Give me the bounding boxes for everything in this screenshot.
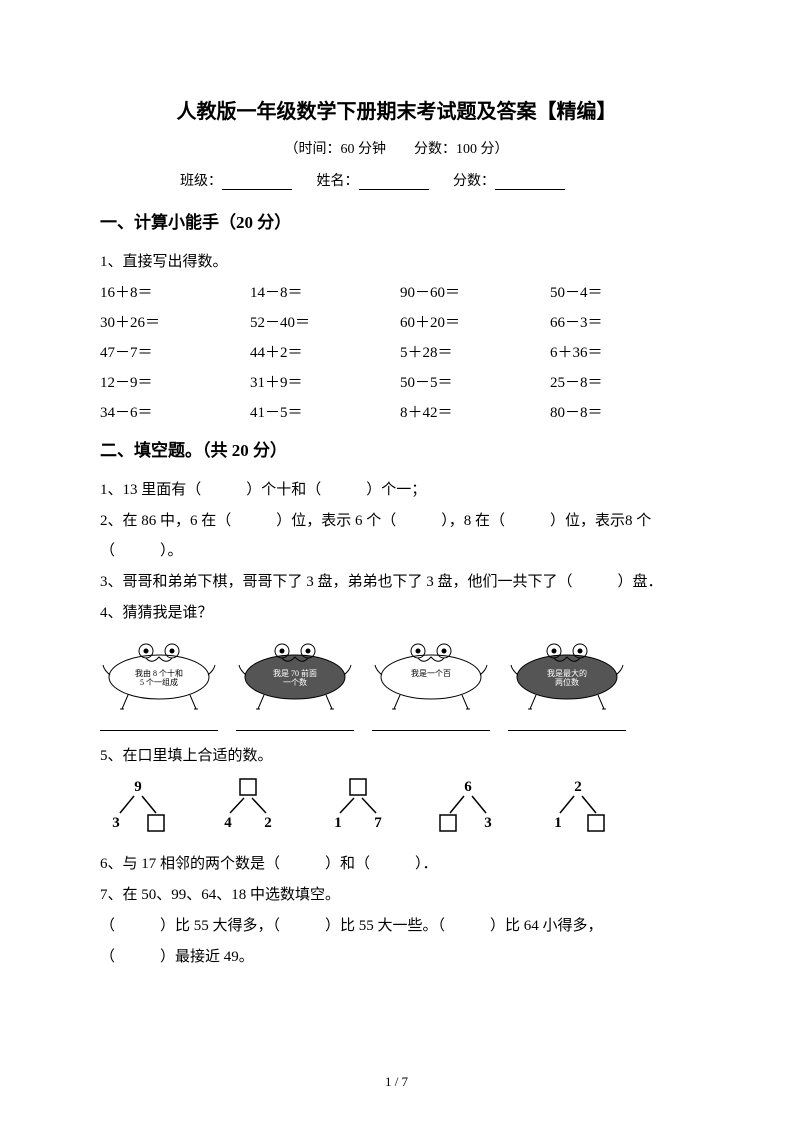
creature-blank-2[interactable] [236,717,354,731]
calc-cell: 16＋8＝ [100,278,250,308]
calc-cell: 90－60＝ [400,278,550,308]
svg-text:1: 1 [334,815,342,831]
calc-cell: 66－3＝ [550,308,680,338]
class-blank[interactable] [222,174,292,190]
calc-cell: 31＋9＝ [250,368,400,398]
calc-cell: 12－9＝ [100,368,250,398]
svg-text:3: 3 [112,815,120,831]
split-1: 9 3 [108,779,168,835]
split-5: 2 1 [548,779,608,835]
creature-2: 我是 70 前面一个数 [236,635,354,715]
name-blank[interactable] [359,174,429,190]
calc-cell: 8＋42＝ [400,398,550,428]
calc-cell: 80－8＝ [550,398,680,428]
section1-header: 一、计算小能手（20 分） [100,208,693,233]
calc-cell: 25－8＝ [550,368,680,398]
svg-text:7: 7 [374,815,382,831]
calc-grid: 16＋8＝ 14－8＝ 90－60＝ 50－4＝ 30＋26＝ 52－40＝ 6… [100,278,693,428]
section2-header: 二、填空题。（共 20 分） [100,436,693,461]
creature-4-text: 我是最大的两位数 [508,669,626,687]
score-label: 分数： [453,174,495,189]
score-blank[interactable] [495,174,565,190]
calc-cell: 41－5＝ [250,398,400,428]
q1-label: 1、直接写出得数。 [100,247,693,278]
calc-cell: 60＋20＝ [400,308,550,338]
calc-cell: 44＋2＝ [250,338,400,368]
creature-blank-1[interactable] [100,717,218,731]
creature-1-text: 我由 8 个十和5 个一组成 [100,669,218,687]
svg-text:6: 6 [464,779,472,795]
s2-q5: 5、在口里填上合适的数。 [100,741,693,772]
svg-text:4: 4 [224,815,232,831]
calc-cell: 47－7＝ [100,338,250,368]
info-row: 班级： 姓名： 分数： [100,170,693,190]
s2-q6: 6、与 17 相邻的两个数是（ ）和（ ）． [100,849,693,880]
creature-1: 我由 8 个十和5 个一组成 [100,635,218,715]
calc-cell: 14－8＝ [250,278,400,308]
svg-text:3: 3 [484,815,492,831]
creature-3: 我是一个百 [372,635,490,715]
calc-cell: 6＋36＝ [550,338,680,368]
creature-row: 我由 8 个十和5 个一组成 我是 70 前面一个数 我是一个百 [100,635,693,715]
s2-q7b: （ ）最接近 49。 [100,942,693,973]
svg-text:1: 1 [554,815,562,831]
calc-cell: 50－4＝ [550,278,680,308]
creature-blank-3[interactable] [372,717,490,731]
calc-cell: 34－6＝ [100,398,250,428]
class-label: 班级： [180,174,222,189]
creature-blank-4[interactable] [508,717,626,731]
page-number: 1 / 7 [0,1074,793,1090]
split-4: 6 3 [438,779,498,835]
s2-q7a: （ ）比 55 大得多，（ ）比 55 大一些。（ ）比 64 小得多， [100,911,693,942]
s2-q2: 2、在 86 中，6 在（ ）位，表示 6 个（ ），8 在（ ）位，表示8 个… [100,506,693,568]
svg-text:9: 9 [134,779,142,795]
doc-title: 人教版一年级数学下册期末考试题及答案【精编】 [100,95,693,124]
doc-subtitle: （时间：60 分钟 分数：100 分） [100,138,693,158]
split-row: 9 3 4 2 1 7 6 3 [108,779,693,835]
calc-cell: 50－5＝ [400,368,550,398]
svg-text:2: 2 [264,815,272,831]
s2-q1: 1、13 里面有（ ）个十和（ ）个一； [100,475,693,506]
s2-q3: 3、哥哥和弟弟下棋，哥哥下了 3 盘，弟弟也下了 3 盘，他们一共下了（ ）盘． [100,567,693,598]
name-label: 姓名： [317,174,359,189]
calc-cell: 52－40＝ [250,308,400,338]
creature-4: 我是最大的两位数 [508,635,626,715]
calc-cell: 30＋26＝ [100,308,250,338]
calc-cell: 5＋28＝ [400,338,550,368]
creature-blanks [100,717,693,731]
split-3: 1 7 [328,779,388,835]
creature-3-text: 我是一个百 [372,669,490,678]
s2-q7: 7、在 50、99、64、18 中选数填空。 [100,880,693,911]
split-2: 4 2 [218,779,278,835]
creature-2-text: 我是 70 前面一个数 [236,669,354,687]
s2-q4: 4、猜猜我是谁？ [100,598,693,629]
svg-text:2: 2 [574,779,582,795]
